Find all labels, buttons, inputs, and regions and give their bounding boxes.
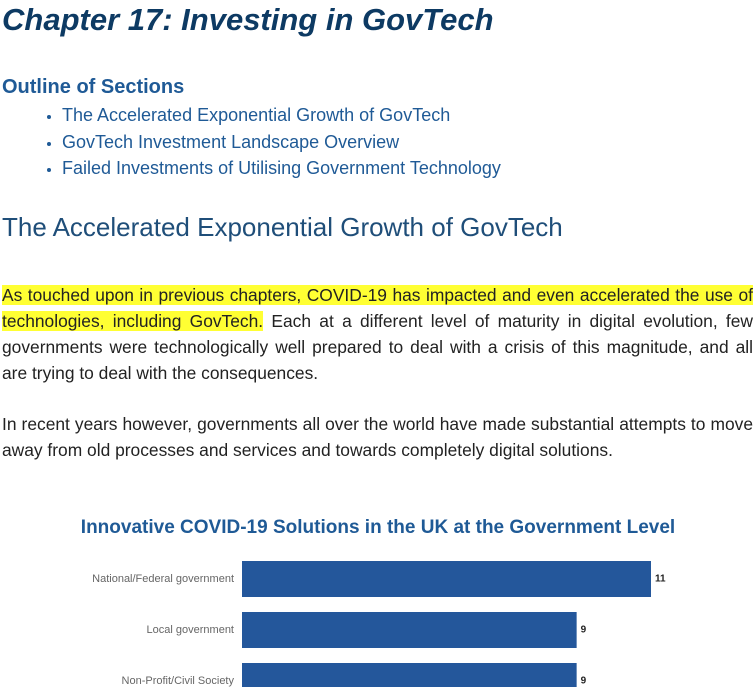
- value-label: 11: [655, 574, 666, 585]
- paragraph: In recent years however, governments all…: [2, 411, 753, 463]
- paragraph-text: Each at a different level of maturity in…: [2, 311, 753, 383]
- category-label: Local government: [147, 624, 234, 636]
- outline-item[interactable]: GovTech Investment Landscape Overview: [62, 129, 501, 156]
- category-label: National/Federal government: [92, 573, 234, 585]
- bar: [242, 663, 577, 687]
- value-label: 9: [581, 625, 587, 636]
- paragraph-text: In recent years however, governments all…: [2, 414, 753, 460]
- chapter-title: Chapter 17: Investing in GovTech: [2, 2, 494, 37]
- outline-item[interactable]: Failed Investments of Utilising Governme…: [62, 155, 501, 182]
- value-label: 9: [581, 676, 587, 687]
- category-label: Non-Profit/Civil Society: [122, 675, 235, 687]
- outline-heading: Outline of Sections: [2, 76, 185, 98]
- outline-item[interactable]: The Accelerated Exponential Growth of Go…: [62, 102, 501, 129]
- chart-title: Innovative COVID-19 Solutions in the UK …: [81, 517, 675, 538]
- outline-list: The Accelerated Exponential Growth of Go…: [0, 102, 501, 182]
- chart: Innovative COVID-19 Solutions in the UK …: [81, 517, 675, 687]
- section-heading: The Accelerated Exponential Growth of Go…: [2, 212, 563, 242]
- bar: [242, 612, 577, 648]
- paragraph: As touched upon in previous chapters, CO…: [2, 282, 753, 386]
- bar: [242, 561, 651, 597]
